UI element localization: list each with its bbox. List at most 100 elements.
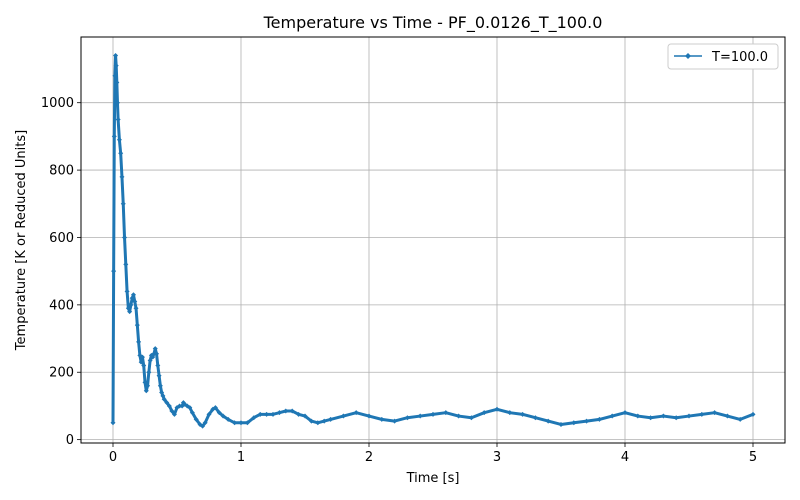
data-point [177,403,183,409]
data-point [118,150,124,156]
y-tick-label: 600 [49,231,74,246]
data-point [366,413,372,419]
data-point [122,234,128,240]
data-point [724,413,730,419]
x-tick-label: 2 [365,450,373,465]
y-tick-label: 400 [49,298,74,313]
legend: T=100.0 [667,43,779,70]
data-point [321,418,327,424]
x-tick-label: 1 [237,450,245,465]
data-point [404,415,410,421]
data-point [179,403,185,409]
data-point [216,410,222,416]
data-point [328,416,334,422]
data-point [142,379,148,385]
data-point [171,411,177,417]
data-point [127,309,133,315]
data-point [315,420,321,426]
data-point [130,292,136,298]
x-tick-label: 0 [109,450,117,465]
data-point [145,383,151,389]
data-point [156,373,162,379]
data-point [141,363,147,369]
data-point [232,420,238,426]
data-point [151,351,157,357]
data-point [189,410,195,416]
legend-label: T=100.0 [711,50,768,65]
data-point [113,53,119,59]
grid [81,37,785,443]
data-point [225,416,231,422]
data-point [202,420,208,426]
data-point [392,418,398,424]
data-point [584,418,590,424]
data-point [114,100,120,106]
legend-marker [685,53,691,59]
data-point [238,420,244,426]
data-point [193,416,199,422]
data-point [111,133,117,139]
data-point [507,410,513,416]
series-markers [110,53,756,429]
data-point [251,415,257,421]
y-tick-label: 0 [66,433,74,448]
data-point [270,411,276,417]
data-point [212,405,218,411]
data-point [596,416,602,422]
data-point [532,415,538,421]
data-point [134,322,140,328]
data-point [115,117,121,123]
data-point [132,298,138,304]
data-point [187,405,193,411]
data-point [161,396,167,402]
data-point [200,423,206,429]
data-point [283,408,289,414]
data-point [152,346,158,352]
data-point [520,411,526,417]
data-point [430,411,436,417]
x-tick-label: 4 [621,450,629,465]
ticks: 0 1 2 3 4 5 0 200 400 600 800 1000 [41,96,757,465]
data-point [138,359,144,365]
data-point [120,201,126,207]
legend-box [667,43,779,70]
data-point [164,400,170,406]
data-point [154,351,160,357]
data-point [114,79,120,85]
data-point [648,415,654,421]
data-point [276,410,282,416]
data-point [257,411,263,417]
x-tick-label: 5 [749,450,757,465]
data-point [443,410,449,416]
data-point [113,63,119,69]
data-point [110,420,116,426]
data-point [545,418,551,424]
data-point [111,268,117,274]
data-point [571,420,577,426]
series-layer [110,53,756,429]
data-point [116,137,122,143]
data-point [673,415,679,421]
chart-title: Temperature vs Time - PF_0.0126_T_100.0 [263,13,603,33]
x-axis-title: Time [s] [406,471,460,486]
data-point [166,403,172,409]
y-tick-label: 1000 [41,96,74,111]
data-point [155,363,161,369]
data-point [147,357,153,363]
data-point [340,413,346,419]
data-point [379,416,385,422]
data-point [206,411,212,417]
data-point [712,410,718,416]
data-point [119,174,125,180]
data-point [750,411,756,417]
data-point [123,261,129,267]
x-tick-label: 3 [493,450,501,465]
data-point [264,411,270,417]
data-point [289,408,295,414]
data-point [622,410,628,416]
data-point [139,354,145,360]
data-point [699,411,705,417]
data-point [494,406,500,412]
